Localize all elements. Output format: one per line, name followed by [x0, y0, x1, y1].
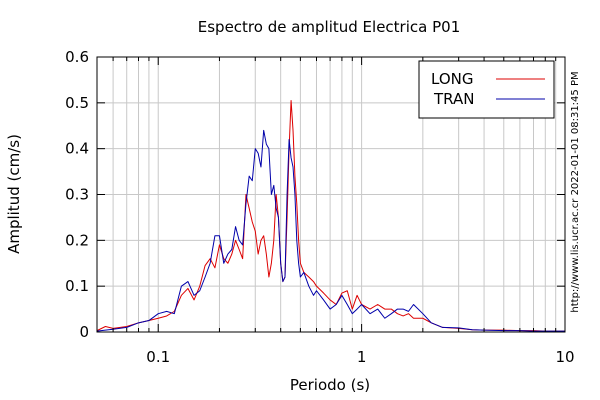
y-tick-label: 0.6: [65, 48, 89, 66]
y-tick-label: 0.5: [65, 94, 89, 112]
x-tick-label: 0.1: [146, 348, 170, 366]
legend-box: [418, 60, 555, 119]
series-line-long: [96, 100, 565, 332]
series-lines: [96, 100, 565, 332]
legend-label-long: LONG: [431, 70, 473, 88]
y-axis-label: Amplitud (cm/s): [5, 134, 23, 254]
y-tick-label: 0.2: [65, 231, 89, 249]
x-tick-label: 10: [555, 348, 574, 366]
side-text: http://www.lis.ucr.ac.cr 2022-01-01 08:3…: [570, 71, 581, 312]
x-axis-label: Periodo (s): [290, 376, 370, 394]
x-tick-label: 1: [357, 348, 367, 366]
y-tick-label: 0.3: [65, 186, 89, 204]
series-line-tran: [96, 129, 565, 332]
y-tick-label: 0.4: [65, 140, 89, 158]
axis-ticks: 0 0.1 0.2 0.3 0.4 0.5 0.6 0.1 1 10: [65, 48, 574, 366]
y-tick-label: 0.1: [65, 277, 89, 295]
chart-title: Espectro de amplitud Electrica P01: [198, 18, 461, 36]
y-tick-label: 0: [79, 323, 89, 341]
legend: LONG TRAN: [418, 60, 555, 119]
legend-label-tran: TRAN: [433, 90, 474, 108]
plot-frame: [96, 56, 566, 333]
